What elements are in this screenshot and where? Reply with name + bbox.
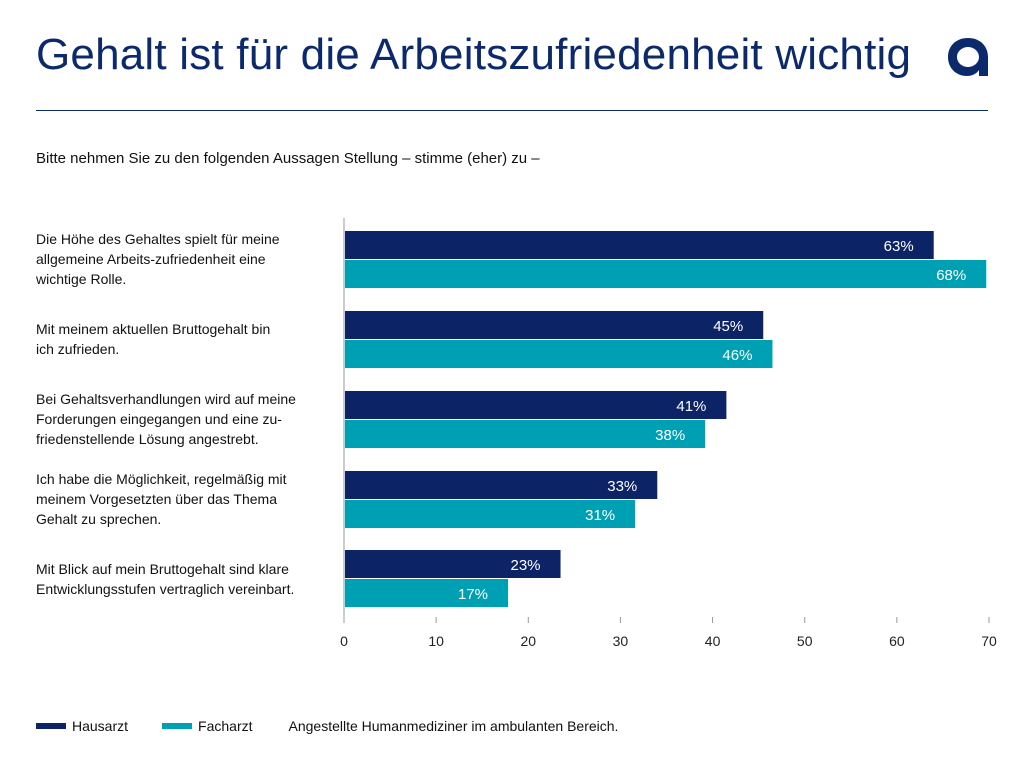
bar-chart: 0 10 20 30 40 50 60 70 63% 45% 41% 33% 23% 68% 46% 38% 3… [340,218,997,649]
category-label-line: ich zufrieden. [36,341,120,357]
bar-hausarzt-0 [345,231,934,259]
category-label-line: Mit meinem aktuellen Bruttogehalt bin [36,321,271,337]
category-label-line: meinem Vorgesetzten über das Thema [36,491,277,507]
bar-label-facharzt-1: 46% [722,347,752,364]
bar-hausarzt-2 [345,391,727,419]
category-label-line: Entwicklungsstufen vertraglich vereinbar… [36,581,295,597]
x-tick-label: 40 [705,633,721,649]
category-label-line: Forderungen eingegangen und eine zu- [36,411,282,427]
legend-swatch-hausarzt [36,723,66,729]
bar-facharzt-3 [345,500,636,528]
legend-swatch-facharzt [162,723,193,729]
legend-label-hausarzt: Hausarzt [72,718,129,734]
bar-label-facharzt-0: 68% [936,267,966,284]
category-label-line: Bei Gehaltsverhandlungen wird auf meine [36,391,296,407]
category-label-line: Mit Blick auf mein Bruttogehalt sind kla… [36,561,289,577]
x-tick-label: 60 [889,633,905,649]
x-tick-label: 50 [797,633,813,649]
bar-facharzt-4 [345,579,509,607]
x-tick-label: 20 [520,633,536,649]
bar-facharzt-1 [345,340,773,368]
category-label-line: friedenstellende Lösung angestrebt. [36,431,259,447]
page-title: Gehalt ist für die Arbeitszufriedenheit … [36,30,912,79]
bar-facharzt-0 [345,260,987,288]
bar-hausarzt-4 [345,550,561,578]
category-label-3: Ich habe die Möglichkeit, regelmäßig mit… [36,469,336,529]
bar-hausarzt-3 [345,471,658,499]
bar-label-hausarzt-0: 63% [884,238,914,255]
chart-subtitle: Bitte nehmen Sie zu den folgenden Aussag… [36,150,540,167]
legend-note: Angestellte Humanmediziner im ambulanten… [288,718,619,734]
category-label-4: Mit Blick auf mein Bruttogehalt sind kla… [36,559,336,599]
legend-label-facharzt: Facharzt [198,718,253,734]
category-label-line: Gehalt zu sprechen. [36,511,162,527]
x-tick-label: 70 [981,633,997,649]
header-divider [36,110,988,111]
bar-label-hausarzt-4: 23% [511,557,541,574]
x-tick-label: 10 [428,633,444,649]
bar-facharzt-2 [345,420,706,448]
category-label-0: Die Höhe des Gehaltes spielt für meine al… [36,229,336,289]
bar-label-facharzt-4: 17% [458,586,488,603]
bar-hausarzt-1 [345,311,764,339]
category-label-line: allgemeine Arbeits-zufriedenheit eine [36,251,266,267]
bar-label-facharzt-3: 31% [585,507,615,524]
legend-item-facharzt: Facharzt [162,718,253,734]
bar-label-hausarzt-1: 45% [713,318,743,335]
category-label-2: Bei Gehaltsverhandlungen wird auf meine F… [36,389,336,449]
apobank-logo-icon [948,38,988,76]
legend: Hausarzt Facharzt Angestellte Humanmediz… [36,718,618,734]
category-label-1: Mit meinem aktuellen Bruttogehalt bin ich… [36,319,336,359]
x-tick-label: 30 [613,633,629,649]
category-label-line: wichtige Rolle. [36,271,127,287]
category-label-line: Ich habe die Möglichkeit, regelmäßig mit [36,471,287,487]
bar-label-hausarzt-2: 41% [676,398,706,415]
legend-item-hausarzt: Hausarzt [36,718,128,734]
category-label-line: Die Höhe des Gehaltes spielt für meine [36,231,280,247]
x-tick-label: 0 [340,633,348,649]
bar-label-facharzt-2: 38% [655,427,685,444]
bar-label-hausarzt-3: 33% [607,478,637,495]
